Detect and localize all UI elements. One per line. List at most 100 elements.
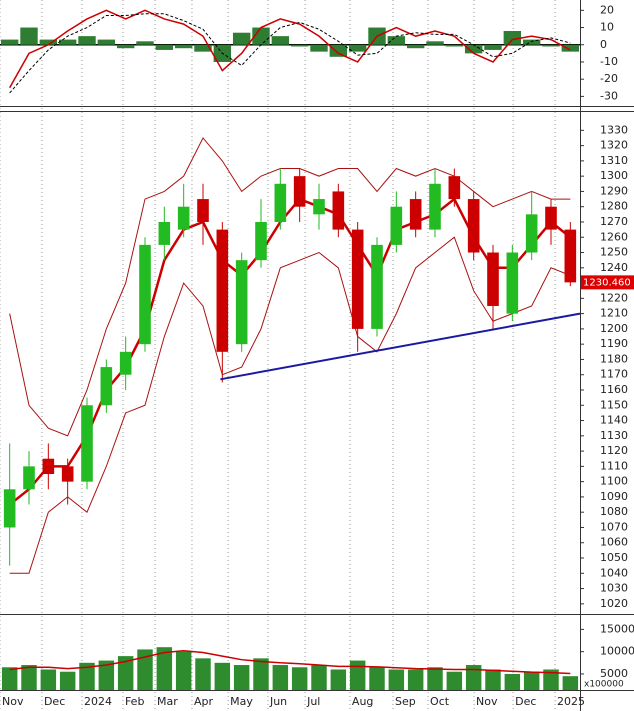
histogram-bar <box>426 41 444 45</box>
candle-body <box>564 229 577 283</box>
x-tick-label: Nov <box>2 695 24 708</box>
volume-bar <box>407 669 424 690</box>
candle-body <box>429 183 441 230</box>
y-tick-label: 1290 <box>600 184 628 197</box>
histogram-bar <box>232 32 251 45</box>
histogram-bar <box>348 44 367 52</box>
y-tick-label: 1070 <box>600 520 628 533</box>
candle-body <box>235 260 248 345</box>
last-price-label: 1230.460 <box>583 277 631 288</box>
candle-body <box>158 221 171 245</box>
volume-bar <box>195 658 211 690</box>
y-tick-label: 1330 <box>600 123 628 136</box>
histogram-bar <box>542 44 560 47</box>
candle-body <box>332 191 345 230</box>
histogram-bar <box>464 44 483 54</box>
histogram-bar <box>271 36 290 45</box>
volume-bar <box>272 665 289 690</box>
volume-bar <box>1 667 18 690</box>
y-tick-label: 1300 <box>600 169 628 182</box>
histogram-bar <box>484 44 502 50</box>
y-tick-label: 1120 <box>600 444 628 457</box>
histogram-bar <box>406 44 425 49</box>
series-line <box>9 137 571 437</box>
histogram-bar <box>522 39 541 45</box>
y-tick-label: 1320 <box>600 139 628 152</box>
x-tick-label: Oct <box>430 695 450 708</box>
volume-bar <box>233 665 250 690</box>
y-tick-label: 1100 <box>600 475 628 488</box>
y-tick-label: 10000 <box>600 645 634 658</box>
candle-body <box>255 221 267 261</box>
y-tick-label: 1130 <box>600 429 628 442</box>
volume-bar <box>388 669 405 690</box>
histogram-bar <box>0 39 19 45</box>
histogram-bar <box>97 39 116 45</box>
y-tick-label: 1030 <box>600 582 628 595</box>
candle-body <box>351 229 364 329</box>
volume-bar <box>465 665 482 690</box>
trendline <box>220 312 581 381</box>
candle-body <box>274 183 287 222</box>
y-tick-label: -30 <box>600 89 618 102</box>
volume-bar <box>175 651 192 690</box>
y-tick-label: 1240 <box>600 261 628 274</box>
candle-body <box>371 244 383 329</box>
histogram-bar <box>561 44 580 52</box>
candle-body <box>467 199 480 253</box>
histogram-bar <box>310 44 328 52</box>
x-tick-label: Jun <box>269 695 287 708</box>
x-tick-label: Nov <box>476 695 498 708</box>
series-line <box>9 9 571 89</box>
histogram-bar <box>20 27 38 45</box>
y-tick-label: 10 <box>600 21 614 34</box>
y-tick-label: 1160 <box>600 383 628 396</box>
volume-bar <box>504 673 521 690</box>
candle-body <box>23 466 35 490</box>
candle-body <box>197 199 209 222</box>
x-tick-label: 2025 <box>557 695 585 708</box>
y-tick-label: 1310 <box>600 154 628 167</box>
x-tick-label: Jul <box>306 695 320 708</box>
volume-bar <box>349 660 366 690</box>
volume-bar <box>21 665 37 690</box>
volume-bar <box>98 660 115 690</box>
y-tick-label: 1200 <box>600 322 628 335</box>
histogram-bar <box>155 44 174 50</box>
y-tick-label: -20 <box>600 72 618 85</box>
candle-body <box>409 199 422 230</box>
candle-body <box>293 176 306 207</box>
volume-bar <box>446 671 463 690</box>
volume-bar <box>117 656 134 690</box>
y-tick-label: 5000 <box>600 667 628 680</box>
histogram-bar <box>503 30 522 45</box>
y-tick-label: 1060 <box>600 536 628 549</box>
volume-bar <box>137 649 153 690</box>
candle-body <box>119 351 132 375</box>
candle-body <box>139 244 151 345</box>
x-tick-label: Dec <box>515 695 536 708</box>
volume-bar <box>79 662 95 690</box>
y-tick-label: 1170 <box>600 368 628 381</box>
y-tick-label: 1150 <box>600 398 628 411</box>
histogram-bar <box>329 44 348 57</box>
y-tick-label: 1250 <box>600 246 628 259</box>
candle-body <box>61 466 74 482</box>
volume-bar <box>311 665 327 690</box>
volume-bar <box>253 658 269 690</box>
x-tick-label: Aug <box>352 695 373 708</box>
candle-body <box>313 199 325 215</box>
x-tick-label: May <box>230 695 253 708</box>
last-price-box <box>581 275 634 290</box>
y-tick-label: -10 <box>600 55 618 68</box>
y-tick-label: 1210 <box>600 307 628 320</box>
x-tick-label: Apr <box>194 695 214 708</box>
y-tick-label: 1050 <box>600 551 628 564</box>
histogram-bar <box>116 44 135 49</box>
volume-bar <box>523 671 540 690</box>
histogram-bar <box>445 44 464 47</box>
histogram-bar <box>194 44 212 52</box>
candle-body <box>81 405 93 482</box>
